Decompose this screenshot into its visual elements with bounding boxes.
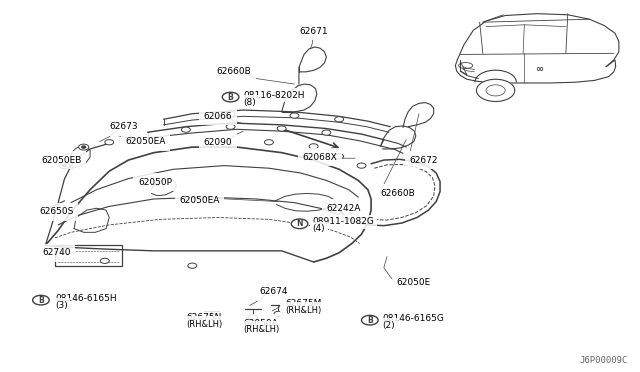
Text: (RH&LH): (RH&LH)	[285, 307, 321, 315]
Text: 62066: 62066	[204, 112, 232, 121]
Circle shape	[309, 144, 318, 149]
Text: 62050EA: 62050EA	[125, 137, 166, 146]
Text: 08116-8202H: 08116-8202H	[243, 91, 305, 100]
Text: 62672: 62672	[410, 155, 438, 164]
Text: (4): (4)	[312, 224, 325, 234]
Bar	[55, 245, 122, 266]
Circle shape	[105, 140, 114, 145]
Text: 08911-1082G: 08911-1082G	[312, 218, 374, 227]
Circle shape	[335, 117, 344, 122]
Circle shape	[79, 144, 89, 150]
Text: B: B	[38, 296, 44, 305]
Circle shape	[322, 130, 331, 135]
Text: 08146-6165G: 08146-6165G	[383, 314, 444, 323]
Circle shape	[33, 295, 49, 305]
Circle shape	[476, 79, 515, 102]
Text: 62660B: 62660B	[381, 189, 415, 198]
Circle shape	[290, 113, 299, 118]
Text: 08146-6165H: 08146-6165H	[55, 294, 116, 303]
Circle shape	[222, 92, 239, 102]
Text: J6P00009C: J6P00009C	[579, 356, 628, 365]
Text: (2): (2)	[383, 321, 396, 330]
Text: 62671: 62671	[300, 27, 328, 36]
Circle shape	[274, 311, 283, 317]
Text: 62050A: 62050A	[243, 319, 278, 328]
Circle shape	[63, 164, 67, 167]
Text: (RH&LH): (RH&LH)	[243, 325, 280, 334]
Text: B: B	[228, 93, 234, 102]
Text: 62660B: 62660B	[216, 67, 251, 76]
Text: 62050E: 62050E	[397, 278, 431, 287]
Text: 62050EB: 62050EB	[41, 155, 81, 164]
Text: (8): (8)	[243, 98, 256, 107]
Text: ∞: ∞	[535, 64, 543, 74]
Text: 62675M: 62675M	[285, 299, 321, 308]
Text: 62050P: 62050P	[138, 178, 172, 187]
Circle shape	[100, 258, 109, 263]
Circle shape	[291, 219, 308, 229]
Circle shape	[362, 315, 378, 325]
Text: 62673: 62673	[109, 122, 138, 131]
Text: 62674: 62674	[259, 287, 288, 296]
Text: 62242A: 62242A	[326, 204, 361, 213]
Circle shape	[188, 263, 196, 268]
Text: 62740: 62740	[42, 248, 70, 257]
Text: 62068X: 62068X	[303, 153, 337, 162]
Circle shape	[357, 163, 366, 168]
Text: 62050EA: 62050EA	[179, 196, 220, 205]
Text: (RH&LH): (RH&LH)	[186, 320, 222, 329]
Circle shape	[82, 146, 86, 148]
Circle shape	[181, 127, 190, 132]
Text: 62675N: 62675N	[186, 313, 221, 322]
Circle shape	[277, 126, 286, 131]
Circle shape	[264, 140, 273, 145]
Circle shape	[226, 124, 235, 129]
Text: 62650S: 62650S	[39, 208, 74, 217]
Circle shape	[207, 317, 216, 322]
Circle shape	[335, 154, 344, 159]
Text: B: B	[367, 316, 372, 325]
Circle shape	[131, 134, 140, 139]
Circle shape	[226, 111, 235, 116]
Text: 62090: 62090	[204, 138, 232, 147]
Text: N: N	[296, 219, 303, 228]
Circle shape	[60, 163, 70, 169]
Circle shape	[248, 315, 257, 320]
Text: (3): (3)	[55, 301, 68, 310]
